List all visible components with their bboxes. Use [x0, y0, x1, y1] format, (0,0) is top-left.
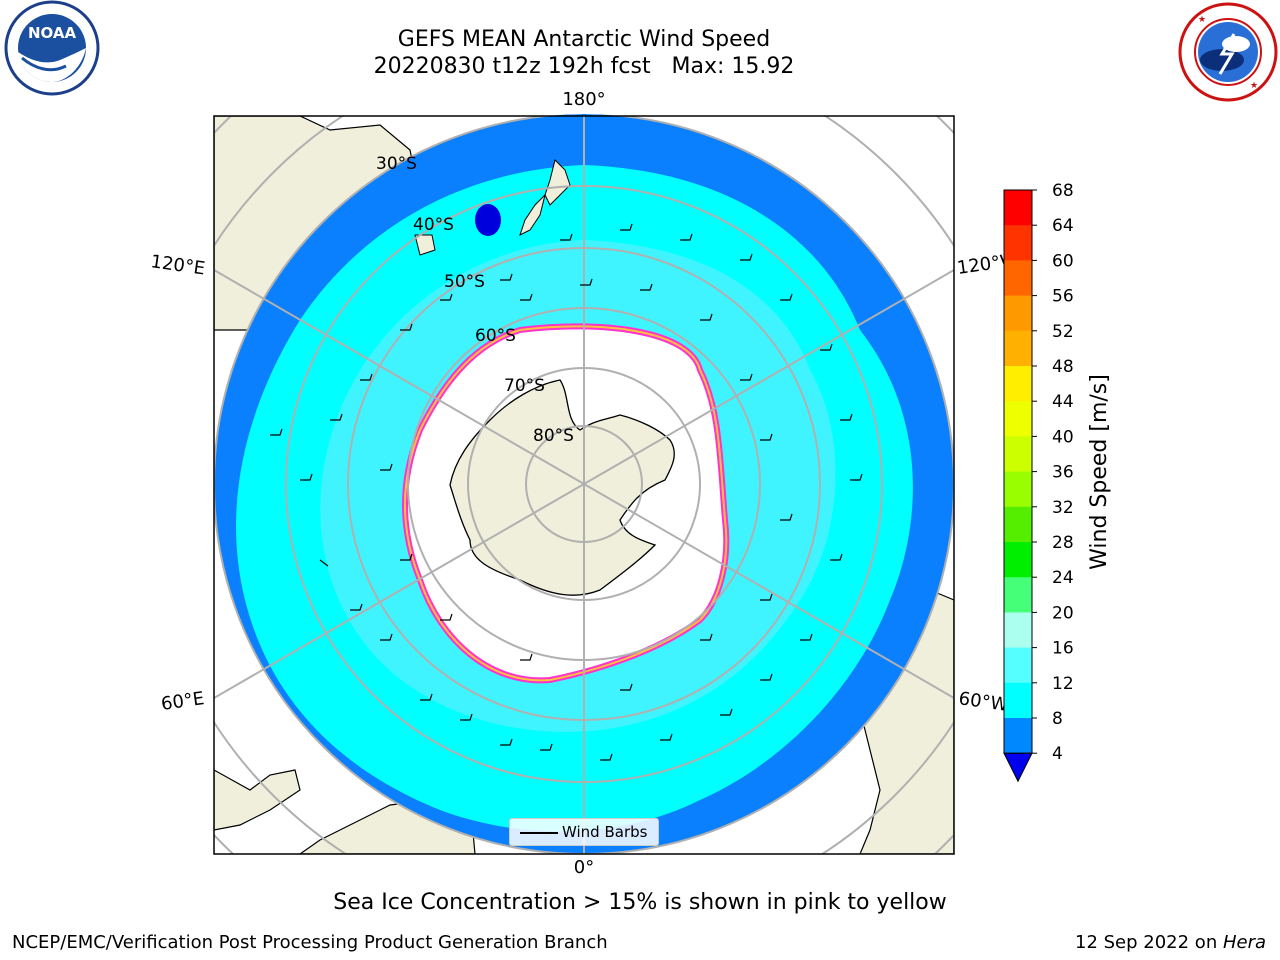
lon-label-lower-left: 60°E — [160, 688, 206, 715]
colorbar: 68 64 60 56 52 48 44 40 36 32 28 24 20 16 12 8 4 — [1003, 181, 1074, 783]
caption: Sea Ice Concentration > 15% is shown in … — [333, 890, 947, 915]
land-antarctica — [449, 379, 675, 596]
lon-label-top: 180° — [562, 89, 605, 110]
colorbar-tick-label: 52 — [1052, 322, 1074, 342]
nws-logo: ★ ★ — [1178, 2, 1278, 102]
colorbar-tick-label: 4 — [1052, 744, 1063, 764]
colorbar-tick-label: 40 — [1052, 427, 1074, 447]
lat-label-60s: 60°S — [475, 326, 516, 346]
sea-ice-edge-inner — [404, 325, 728, 682]
colorbar-segment — [1004, 436, 1032, 473]
land-new-zealand-north — [544, 159, 571, 206]
map-legend: Wind Barbs — [509, 818, 659, 846]
colorbar-segment — [1004, 295, 1032, 332]
colorbar-extend-min — [1003, 752, 1033, 783]
lat-label-70s: 70°S — [504, 376, 545, 396]
lat-label-40s: 40°S — [413, 215, 454, 235]
colorbar-tick-label: 56 — [1052, 287, 1074, 307]
colorbar-segment — [1004, 190, 1032, 226]
colorbar-tick-label: 64 — [1052, 216, 1074, 236]
wind-speed-band-below-4 — [475, 204, 501, 236]
map-title: GEFS MEAN Antarctic Wind Speed — [397, 27, 771, 52]
colorbar-label: Wind Speed [m/s] — [1087, 374, 1112, 570]
colorbar-tick-label: 68 — [1052, 181, 1074, 201]
colorbar-tick-label: 32 — [1052, 498, 1074, 518]
land-tasmania — [414, 234, 436, 256]
map-subtitle: 20220830 t12z 192h fcst Max: 15.92 — [373, 54, 795, 79]
footer-host: Hera — [1222, 932, 1266, 953]
legend-wind-barb-label: Wind Barbs — [562, 823, 648, 841]
svg-text:★: ★ — [1198, 15, 1206, 25]
colorbar-tick-label: 28 — [1052, 533, 1074, 553]
graticule — [214, 116, 954, 854]
wind-barbs — [270, 223, 863, 761]
footer-date-text: 12 Sep 2022 on — [1075, 932, 1223, 953]
land-madagascar — [214, 769, 301, 831]
colorbar-segment — [1004, 647, 1032, 684]
lon-label-upper-left: 120°E — [149, 251, 206, 279]
colorbar-segment — [1004, 718, 1032, 754]
footer-credit: NCEP/EMC/Verification Post Processing Pr… — [12, 932, 608, 953]
colorbar-tick-label: 8 — [1052, 709, 1063, 729]
colorbar-tick-label: 12 — [1052, 674, 1074, 694]
colorbar-segment — [1004, 260, 1032, 297]
colorbar-tick-label: 36 — [1052, 463, 1074, 483]
colorbar-segment — [1004, 506, 1032, 543]
land-new-zealand-south — [519, 193, 546, 236]
colorbar-segment — [1004, 401, 1032, 437]
colorbar-segment — [1004, 366, 1032, 402]
lon-label-lower-right: 60°W — [957, 688, 1009, 716]
lon-label-bottom: 0° — [574, 857, 594, 878]
legend-wind-barb-symbol — [520, 832, 558, 834]
lat-label-80s: 80°S — [533, 426, 574, 446]
lat-label-30s: 30°S — [376, 154, 417, 174]
colorbar-segment — [1004, 330, 1032, 367]
colorbar-tick-label: 24 — [1052, 568, 1074, 588]
noaa-logo: NOAA — [4, 0, 100, 96]
noaa-logo-text: NOAA — [28, 24, 77, 42]
colorbar-segment — [1004, 542, 1032, 578]
lat-label-50s: 50°S — [444, 272, 485, 292]
colorbar-tick-label: 44 — [1052, 392, 1074, 412]
svg-text:★: ★ — [1250, 81, 1258, 91]
colorbar-segment — [1004, 225, 1032, 261]
footer-date: 12 Sep 2022 on Hera — [1075, 932, 1266, 953]
map-frame — [213, 115, 955, 855]
colorbar-tick-label: 48 — [1052, 357, 1074, 377]
colorbar-segment — [1004, 612, 1032, 649]
colorbar-tick-label: 60 — [1052, 251, 1074, 271]
colorbar-tick-label: 20 — [1052, 603, 1074, 623]
colorbar-tick-label: 16 — [1052, 639, 1074, 659]
colorbar-segment — [1004, 682, 1032, 719]
colorbar-segment — [1004, 577, 1032, 613]
colorbar-segment — [1004, 471, 1032, 508]
